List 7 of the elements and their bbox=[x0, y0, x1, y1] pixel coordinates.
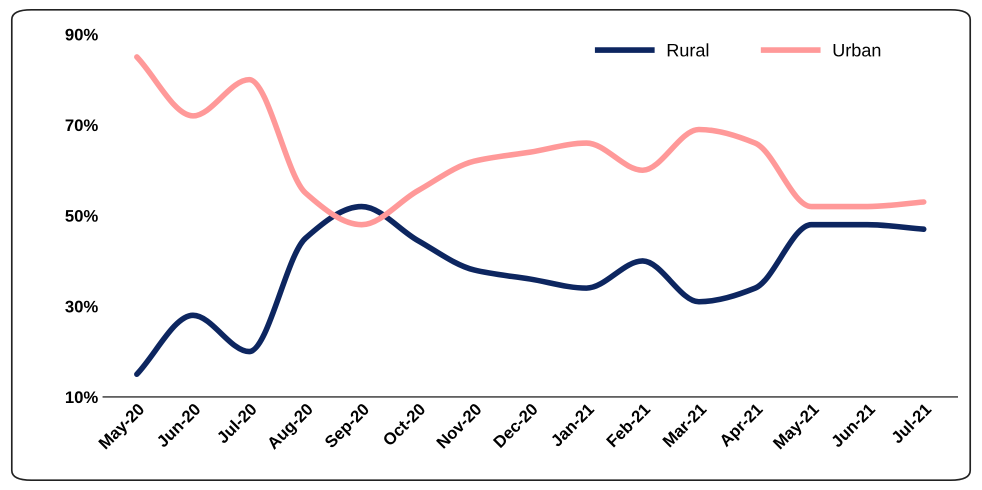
y-tick-label: 50% bbox=[65, 210, 98, 222]
legend-label: Rural bbox=[668, 43, 708, 57]
legend-label: Urban bbox=[834, 43, 880, 57]
y-tick-label: 90% bbox=[65, 28, 98, 41]
y-tick-label: 10% bbox=[66, 391, 98, 404]
y-tick-label: 70% bbox=[66, 119, 98, 132]
y-tick-label: 30% bbox=[65, 300, 98, 312]
